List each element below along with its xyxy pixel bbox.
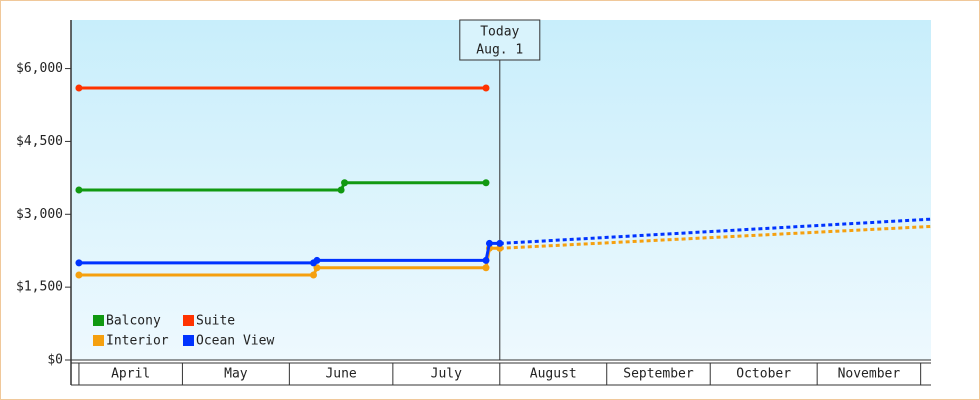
legend-swatch bbox=[183, 315, 194, 326]
point bbox=[496, 239, 504, 247]
y-tick-label: $1,500 bbox=[16, 280, 63, 295]
point bbox=[482, 256, 490, 264]
forecast-line bbox=[499, 217, 932, 245]
today-box bbox=[459, 19, 541, 61]
point bbox=[75, 186, 83, 194]
legend-swatch bbox=[93, 315, 104, 326]
point bbox=[75, 84, 83, 92]
point bbox=[341, 179, 349, 187]
x-tick-label: August bbox=[530, 367, 577, 382]
legend-swatch bbox=[183, 335, 194, 346]
x-tick-label: November bbox=[838, 367, 901, 382]
point bbox=[310, 271, 318, 279]
y-tick-label: $0 bbox=[47, 353, 63, 368]
y-tick-label: $4,500 bbox=[16, 134, 63, 149]
x-tick-label: July bbox=[431, 367, 462, 382]
legend-label: Interior bbox=[106, 334, 169, 349]
point bbox=[75, 259, 83, 267]
legend-label: Balcony bbox=[106, 314, 161, 329]
point bbox=[496, 244, 504, 252]
legend-label: Suite bbox=[196, 314, 235, 329]
today-label: Aug. 1 bbox=[476, 43, 523, 58]
point bbox=[313, 264, 321, 272]
forecast-line bbox=[499, 224, 932, 250]
point bbox=[337, 186, 345, 194]
today-label: Today bbox=[480, 25, 519, 40]
point bbox=[482, 84, 490, 92]
point bbox=[75, 271, 83, 279]
point bbox=[482, 179, 490, 187]
legend-label: Ocean View bbox=[196, 334, 274, 349]
point bbox=[485, 239, 493, 247]
x-tick-label: June bbox=[325, 367, 356, 382]
y-tick-label: $3,000 bbox=[16, 207, 63, 222]
x-tick-label: September bbox=[623, 367, 694, 382]
y-tick-label: $6,000 bbox=[16, 61, 63, 76]
x-tick-label: October bbox=[736, 367, 791, 382]
point bbox=[482, 264, 490, 272]
legend-swatch bbox=[93, 335, 104, 346]
point bbox=[313, 256, 321, 264]
series-line bbox=[78, 181, 486, 192]
x-tick-label: May bbox=[224, 367, 248, 382]
x-tick-label: April bbox=[111, 367, 150, 382]
